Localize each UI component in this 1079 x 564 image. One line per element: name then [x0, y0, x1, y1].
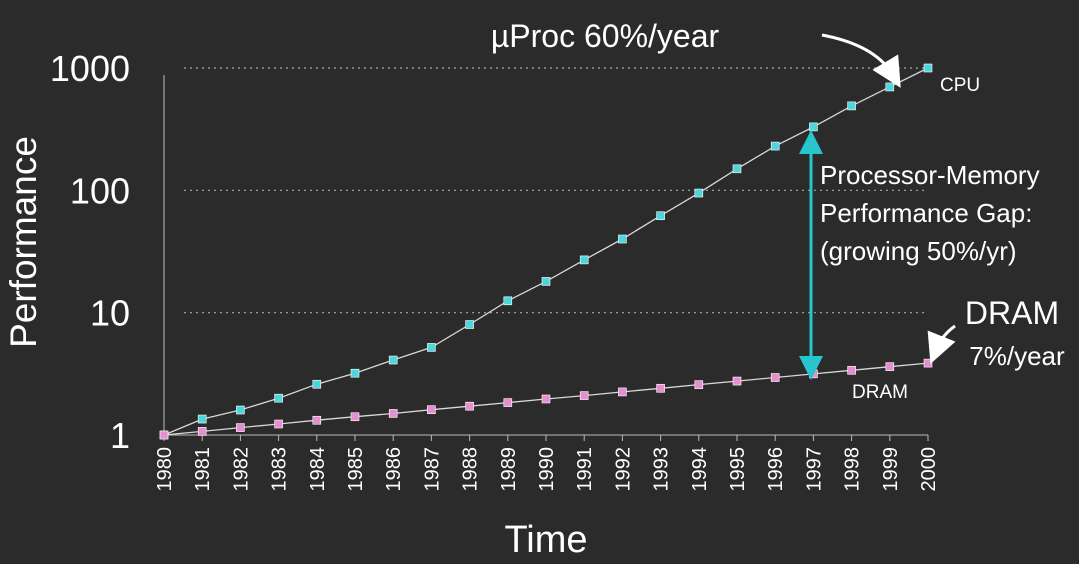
y-tick-labels: 1 10 100 1000 [50, 48, 130, 456]
x-tick-1987: 1987 [421, 447, 443, 492]
x-tick-1983: 1983 [269, 447, 291, 492]
point-cpu-2000 [923, 63, 933, 73]
point-dram-1980 [159, 430, 169, 440]
point-cpu-1991 [579, 255, 589, 265]
point-cpu-1996 [770, 141, 780, 151]
point-dram-1981 [197, 427, 207, 436]
point-dram-1989 [503, 398, 513, 407]
x-tick-1993: 1993 [651, 447, 673, 492]
x-tick-1995: 1995 [727, 447, 749, 492]
x-tick-1980: 1980 [154, 447, 176, 492]
gap-annotation-line1: Processor-Memory [820, 160, 1040, 190]
x-tick-1986: 1986 [383, 447, 405, 492]
x-tick-1989: 1989 [498, 447, 520, 492]
point-dram-1987 [427, 405, 436, 414]
point-dram-1994 [694, 380, 704, 389]
point-cpu-1997 [809, 122, 818, 132]
point-cpu-1981 [197, 414, 207, 424]
x-tick-1984: 1984 [307, 447, 329, 492]
point-dram-1982 [236, 423, 245, 432]
point-dram-1999 [885, 362, 895, 371]
point-cpu-1995 [732, 164, 742, 174]
x-tick-1982: 1982 [230, 447, 252, 492]
x-tick-1988: 1988 [460, 447, 482, 492]
point-cpu-1985 [350, 368, 360, 378]
dram-rate-annotation: 7%/year [969, 341, 1065, 371]
x-tick-1999: 1999 [880, 447, 902, 492]
y-tick-1: 1 [110, 415, 130, 456]
point-dram-1988 [465, 401, 474, 411]
y-tick-100: 100 [70, 170, 130, 211]
dram-annotation: DRAM [965, 295, 1059, 331]
point-cpu-1990 [541, 277, 551, 286]
point-dram-1992 [618, 387, 627, 397]
x-tick-1990: 1990 [536, 447, 558, 492]
x-tick-1992: 1992 [612, 447, 634, 492]
x-tick-1981: 1981 [192, 447, 214, 492]
point-dram-1998 [847, 365, 856, 375]
x-axis-title: Time [504, 519, 587, 561]
point-cpu-1986 [388, 355, 398, 365]
uproc-arrow [821, 33, 901, 88]
y-tick-1000: 1000 [50, 48, 130, 89]
x-tick-labels: 1980 1981 1982 1983 1984 1985 1986 1987 1988 1989… [154, 435, 940, 492]
point-cpu-1988 [465, 320, 474, 329]
dram-label: DRAM [852, 382, 908, 403]
x-tick-2000: 2000 [918, 447, 940, 492]
x-tick-1997: 1997 [803, 447, 825, 492]
point-cpu-1984 [312, 379, 322, 389]
cpu-label: CPU [940, 75, 980, 96]
point-dram-1985 [350, 412, 360, 422]
point-dram-1984 [312, 415, 322, 425]
point-dram-1995 [732, 376, 742, 386]
point-cpu-1994 [694, 188, 704, 198]
point-cpu-1999 [885, 82, 895, 92]
point-cpu-1989 [503, 296, 513, 306]
x-tick-1998: 1998 [842, 447, 864, 492]
point-dram-2000 [923, 358, 933, 368]
series [159, 63, 933, 440]
point-cpu-1992 [618, 234, 627, 244]
gap-annotation-line3: (growing 50%/yr) [820, 236, 1017, 266]
point-cpu-1987 [427, 343, 436, 352]
x-tick-1996: 1996 [765, 447, 787, 492]
x-tick-1994: 1994 [689, 447, 711, 492]
point-dram-1986 [388, 409, 398, 418]
point-dram-1996 [770, 373, 780, 382]
point-cpu-1983 [274, 393, 283, 403]
point-cpu-1982 [236, 405, 245, 415]
y-tick-10: 10 [90, 293, 130, 334]
point-dram-1983 [274, 419, 283, 429]
point-cpu-1998 [847, 101, 856, 111]
point-dram-1990 [541, 394, 551, 404]
point-cpu-1993 [656, 211, 665, 221]
uproc-annotation: µProc 60%/year [491, 18, 720, 54]
gap-annotation-line2: Performance Gap: [820, 198, 1032, 228]
point-dram-1993 [656, 383, 665, 393]
point-dram-1991 [579, 391, 589, 400]
y-axis-title: Performance [3, 136, 44, 348]
x-tick-1985: 1985 [345, 447, 367, 492]
dram-arrow [927, 324, 956, 364]
x-tick-1991: 1991 [574, 447, 596, 492]
point-dram-1997 [809, 369, 818, 379]
